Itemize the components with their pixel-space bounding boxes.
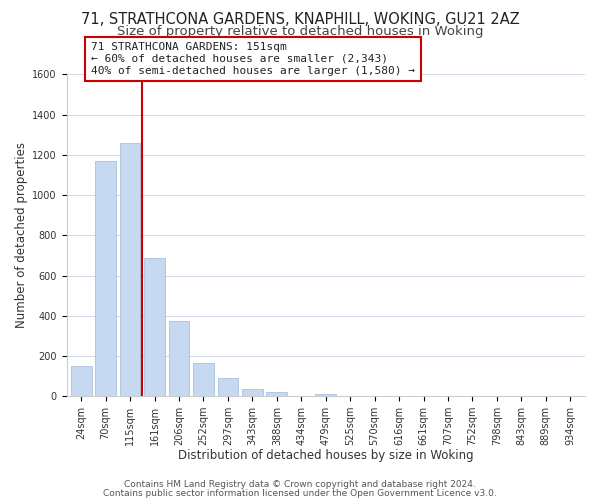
Bar: [316, 394, 336, 396]
Text: Contains public sector information licensed under the Open Government Licence v3: Contains public sector information licen…: [103, 488, 497, 498]
Bar: [169, 320, 190, 396]
Bar: [218, 378, 238, 396]
Bar: [193, 364, 214, 396]
Bar: [71, 366, 92, 396]
Text: 71 STRATHCONA GARDENS: 151sqm
← 60% of detached houses are smaller (2,343)
40% o: 71 STRATHCONA GARDENS: 151sqm ← 60% of d…: [91, 42, 415, 76]
Bar: [95, 160, 116, 396]
Bar: [120, 143, 140, 396]
Text: 71, STRATHCONA GARDENS, KNAPHILL, WOKING, GU21 2AZ: 71, STRATHCONA GARDENS, KNAPHILL, WOKING…: [80, 12, 520, 28]
Bar: [266, 392, 287, 396]
Text: Size of property relative to detached houses in Woking: Size of property relative to detached ho…: [117, 25, 483, 38]
Y-axis label: Number of detached properties: Number of detached properties: [15, 142, 28, 328]
X-axis label: Distribution of detached houses by size in Woking: Distribution of detached houses by size …: [178, 450, 473, 462]
Text: Contains HM Land Registry data © Crown copyright and database right 2024.: Contains HM Land Registry data © Crown c…: [124, 480, 476, 489]
Bar: [242, 388, 263, 396]
Bar: [144, 258, 165, 396]
